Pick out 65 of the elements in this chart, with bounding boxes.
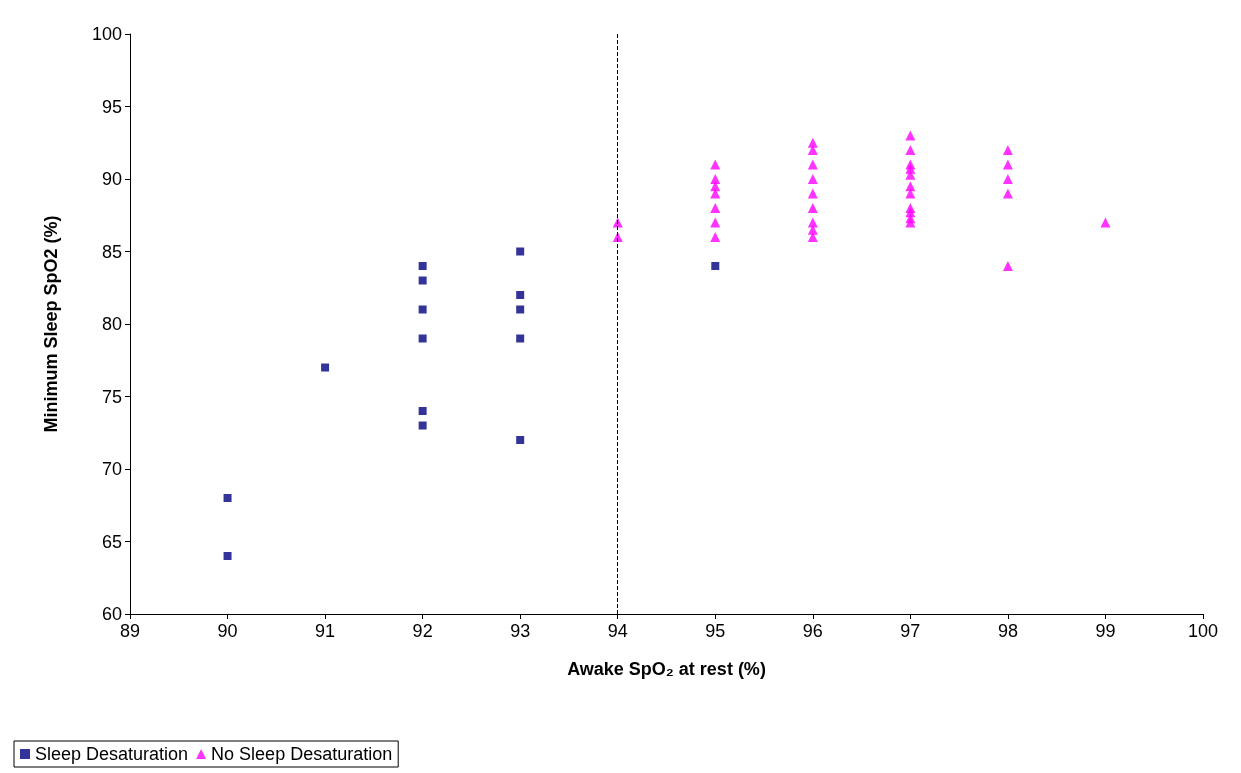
y-tick-label: 90 bbox=[101, 169, 122, 189]
point bbox=[710, 232, 721, 242]
point bbox=[223, 494, 232, 502]
point bbox=[516, 291, 525, 299]
x-tick-label: 93 bbox=[510, 621, 531, 641]
point bbox=[807, 232, 818, 242]
point bbox=[905, 130, 916, 141]
point bbox=[516, 305, 525, 314]
point bbox=[710, 188, 721, 199]
point bbox=[807, 159, 818, 170]
point bbox=[418, 407, 427, 415]
point bbox=[1002, 261, 1013, 271]
point bbox=[905, 145, 916, 155]
x-tick-label: 96 bbox=[802, 621, 823, 641]
x-tick-label: 97 bbox=[900, 621, 921, 641]
point bbox=[1002, 174, 1013, 184]
x-tick-label: 100 bbox=[1187, 621, 1219, 641]
point bbox=[711, 262, 720, 270]
y-tick-label: 65 bbox=[101, 531, 122, 552]
point bbox=[710, 159, 721, 170]
point bbox=[516, 436, 525, 444]
point bbox=[710, 174, 721, 184]
y-tick-label: 100 bbox=[91, 24, 122, 44]
point bbox=[710, 217, 721, 228]
x-tick-label: 95 bbox=[705, 621, 726, 641]
point bbox=[807, 137, 818, 148]
point bbox=[1002, 159, 1013, 170]
x-axis-title: Awake SpO₂ at rest (%) bbox=[567, 659, 766, 679]
point bbox=[807, 145, 818, 155]
point bbox=[418, 276, 427, 285]
point bbox=[905, 169, 916, 180]
x-tick-label: 91 bbox=[315, 621, 336, 641]
point bbox=[807, 188, 818, 199]
legend-label: No Sleep Desaturation bbox=[211, 744, 393, 764]
y-tick-label: 70 bbox=[101, 459, 122, 479]
y-axis-title: Minimum Sleep SpO2 (%) bbox=[41, 215, 61, 433]
x-tick-label: 92 bbox=[412, 621, 433, 641]
point bbox=[807, 203, 818, 213]
y-tick-label: 85 bbox=[101, 241, 122, 262]
point bbox=[710, 203, 721, 213]
point bbox=[321, 363, 330, 372]
x-tick-label: 99 bbox=[1095, 621, 1116, 641]
x-tick-label: 98 bbox=[997, 621, 1018, 641]
x-tick-label: 94 bbox=[607, 621, 628, 641]
y-tick-label: 95 bbox=[101, 96, 122, 117]
y-tick-label: 60 bbox=[101, 604, 122, 624]
point bbox=[1002, 188, 1013, 199]
x-tick-label: 90 bbox=[217, 621, 238, 641]
point bbox=[1002, 145, 1013, 155]
point bbox=[418, 305, 427, 314]
point bbox=[418, 262, 427, 270]
point bbox=[905, 217, 916, 228]
y-tick-label: 80 bbox=[101, 314, 122, 334]
point bbox=[1100, 217, 1111, 228]
point bbox=[516, 247, 525, 256]
point bbox=[418, 334, 427, 343]
legend-label: Sleep Desaturation bbox=[35, 744, 189, 764]
point bbox=[807, 174, 818, 184]
point bbox=[223, 552, 232, 560]
point bbox=[807, 224, 818, 235]
point bbox=[418, 421, 427, 430]
y-tick-label: 75 bbox=[101, 386, 122, 407]
point bbox=[516, 334, 525, 343]
point bbox=[905, 188, 916, 199]
x-tick-label: 89 bbox=[119, 621, 141, 641]
